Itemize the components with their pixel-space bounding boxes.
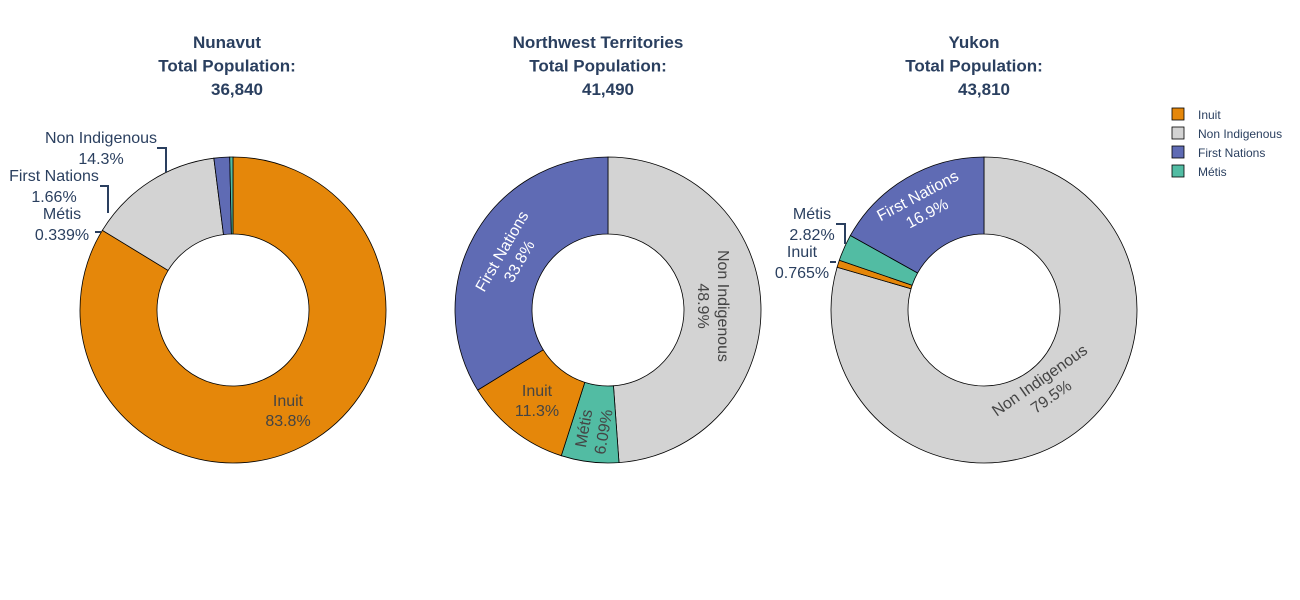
slice-non-indigenous[interactable] [607,156,762,464]
legend-swatch [1171,164,1185,178]
legend-item-non-indigenous[interactable]: Non Indigenous [1171,126,1282,141]
chart-title-line: 36,840 [211,80,263,99]
label-leader-line [157,147,167,172]
donut-chart-northwest-territories: Northwest Territories Total Population: 41… [454,33,762,464]
slice-metis[interactable] [229,156,234,235]
slice-non-indigenous[interactable] [830,156,1138,464]
label-leader-line [836,223,846,244]
chart-title-line: Yukon [948,33,999,52]
chart-title-line: Nunavut [193,33,261,52]
legend-swatch [1171,145,1185,159]
slice-label-inuit: Inuit 0.765% [775,244,829,282]
slice-first-nations[interactable] [849,156,985,274]
legend-item-inuit[interactable]: Inuit [1171,107,1221,122]
legend-label: Inuit [1198,108,1221,122]
legend: Inuit Non Indigenous First Nations Métis [1171,107,1282,179]
slice-first-nations[interactable] [454,156,609,391]
legend-label: First Nations [1198,146,1265,160]
slice-label-metis: Métis 2.82% [789,206,834,244]
chart-title-line: 41,490 [582,80,634,99]
chart-title-line: Northwest Territories [513,33,684,52]
legend-item-metis[interactable]: Métis [1171,164,1227,179]
label-leader-line [100,185,109,213]
slice-label-first-nations: First Nations 1.66% [9,168,99,206]
slice-label-inuit: Inuit 11.3% [515,383,559,420]
donut-chart-nunavut: Nunavut Total Population: 36,840 Inuit 83.8%… [9,33,387,464]
slice-label-non-indigenous: Non Indigenous 14.3% [45,130,157,168]
legend-item-first-nations[interactable]: First Nations [1171,145,1265,160]
chart-title-line: Total Population: [158,57,296,76]
legend-swatch [1171,126,1185,140]
chart-title-line: Total Population: [529,57,667,76]
legend-label: Métis [1198,165,1227,179]
slice-inuit[interactable] [79,156,387,464]
chart-title-line: 43,810 [958,80,1010,99]
chart-title-line: Total Population: [905,57,1043,76]
legend-label: Non Indigenous [1198,127,1282,141]
slice-label-inuit: Inuit 83.8% [265,393,310,430]
legend-swatch [1171,107,1185,121]
slice-label-metis: Métis 0.339% [35,206,89,244]
slice-label-non-indigenous: Non Indigenous48.9% [694,250,731,362]
